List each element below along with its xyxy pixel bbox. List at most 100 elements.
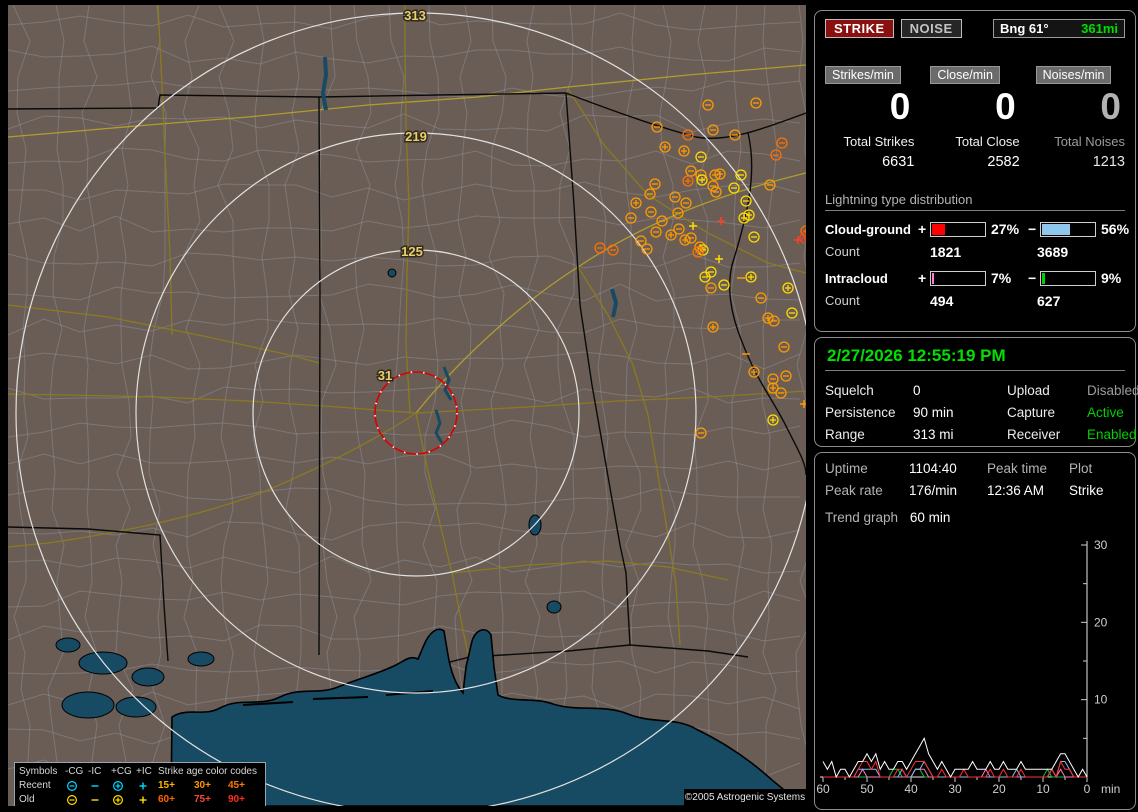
peak-time-value: 12:36 AM xyxy=(987,483,1045,498)
svg-text:0: 0 xyxy=(1084,782,1091,796)
strikes-column: Strikes/min 0 Total Strikes 6631 xyxy=(825,66,914,170)
side-panel: STRIKE NOISE Bng 61° 361mi Strikes/min 0… xyxy=(814,0,1138,812)
legend-row-recent: Recent xyxy=(19,780,51,791)
strike-marker xyxy=(649,178,661,190)
close-per-min-label[interactable]: Close/min xyxy=(930,66,1000,84)
strike-marker xyxy=(767,382,779,394)
ic-pos-percent: 7% xyxy=(991,270,1012,286)
strike-marker xyxy=(644,188,656,200)
strike-marker xyxy=(782,282,794,294)
legend-col-cg-pos: +CG xyxy=(111,766,132,777)
trend-graph-label: Trend graph xyxy=(825,510,899,525)
strikes-per-min-value: 0 xyxy=(889,86,911,127)
noises-per-min-value: 0 xyxy=(1100,86,1121,127)
strike-marker xyxy=(710,186,722,198)
capture-label: Capture xyxy=(1007,405,1056,420)
ring-label-31: 31 xyxy=(378,368,392,383)
persistence-value: 90 min xyxy=(913,405,954,420)
svg-text:50: 50 xyxy=(860,782,874,796)
receiver-label: Receiver xyxy=(1007,427,1061,442)
cg-neg-count: 3689 xyxy=(1037,244,1069,260)
strike-marker xyxy=(715,255,723,263)
trend-graph: 30 20 10 60 50 40 30 20 10 0 min xyxy=(816,538,1120,796)
strike-marker xyxy=(630,197,642,209)
plot-mode-value: Strike xyxy=(1069,483,1104,498)
strike-marker xyxy=(607,244,619,256)
strike-marker xyxy=(669,191,681,203)
state-borders-layer xyxy=(8,92,806,666)
strike-marker xyxy=(707,321,719,333)
age-code-75: 75+ xyxy=(194,794,211,805)
svg-text:10: 10 xyxy=(1094,693,1108,707)
rivers xyxy=(320,56,619,444)
svg-text:30: 30 xyxy=(948,782,962,796)
strike-marker xyxy=(705,282,717,294)
count-label: Count xyxy=(825,293,860,308)
strike-marker xyxy=(656,215,668,227)
strike-marker xyxy=(685,232,697,244)
uptime-grid: Uptime 1104:40 Peak time Plot Peak rate … xyxy=(825,461,1125,498)
age-code-45: 45+ xyxy=(228,780,245,791)
svg-text:10: 10 xyxy=(1036,782,1050,796)
upload-state: Disabled xyxy=(1087,383,1138,398)
map-legend: Symbols -CG -IC +CG +IC Strike age color… xyxy=(14,762,266,806)
strike-marker xyxy=(702,99,714,111)
total-noises-label: Total Noises xyxy=(1054,134,1125,149)
cloud-ground-label: Cloud-ground xyxy=(825,221,911,237)
strike-marker xyxy=(718,279,730,291)
upload-label: Upload xyxy=(1007,383,1050,398)
strike-marker xyxy=(735,169,747,181)
water-layer xyxy=(55,56,804,806)
svg-text:30: 30 xyxy=(1094,538,1108,552)
ic-neg-bar xyxy=(1040,270,1096,286)
svg-text:min: min xyxy=(1101,782,1120,796)
ic-pos-count: 494 xyxy=(930,293,954,309)
age-code-30: 30+ xyxy=(194,780,211,791)
roads-layer xyxy=(8,5,806,664)
strike-marker xyxy=(714,168,726,180)
peak-time-label: Peak time xyxy=(987,461,1048,476)
strike-marker xyxy=(767,414,779,426)
ring-label-125: 125 xyxy=(401,244,423,259)
strike-marker xyxy=(641,243,653,255)
age-code-60: 60+ xyxy=(158,794,175,805)
plot-label: Plot xyxy=(1069,461,1093,476)
strike-marker xyxy=(745,271,757,283)
plus-sign: + xyxy=(918,270,927,286)
strike-marker xyxy=(776,137,788,149)
strike-button[interactable]: STRIKE xyxy=(825,19,894,38)
svg-text:20: 20 xyxy=(1094,615,1108,629)
strike-marker xyxy=(755,292,767,304)
strike-marker xyxy=(672,207,684,219)
legend-age-title: Strike age color codes xyxy=(158,766,257,777)
cloud-ground-counts: Count 1821 3689 xyxy=(825,244,1125,260)
total-close-label: Total Close xyxy=(955,134,1020,149)
legend-col-ic-pos: +IC xyxy=(136,766,152,777)
strike-marker xyxy=(717,217,725,225)
minus-icon xyxy=(91,785,99,787)
noises-per-min-label[interactable]: Noises/min xyxy=(1035,66,1112,84)
squelch-value: 0 xyxy=(913,383,921,398)
noise-button[interactable]: NOISE xyxy=(900,19,962,38)
circle-plus-icon xyxy=(112,794,124,806)
strikes-per-min-label[interactable]: Strikes/min xyxy=(825,66,901,84)
strike-marker xyxy=(707,180,719,192)
cloud-ground-row: Cloud-ground + 27% − 56% xyxy=(825,221,1129,237)
plus-sign: + xyxy=(918,221,927,237)
age-code-15: 15+ xyxy=(158,780,175,791)
stats-section: STRIKE NOISE Bng 61° 361mi Strikes/min 0… xyxy=(814,10,1136,332)
strike-marker xyxy=(800,400,806,408)
total-strikes-label: Total Strikes xyxy=(843,134,915,149)
legend-col-cg-neg: -CG xyxy=(65,766,84,777)
strike-marker xyxy=(692,246,704,258)
lakes xyxy=(55,268,562,719)
map-canvas: 313 219 125 31 xyxy=(8,5,806,806)
strike-marker xyxy=(750,97,762,109)
close-column: Close/min 0 Total Close 2582 xyxy=(930,66,1020,170)
range-value: 313 mi xyxy=(913,427,954,442)
ring-label-313: 313 xyxy=(404,8,426,23)
strike-marker xyxy=(775,387,787,399)
strike-marker xyxy=(770,149,782,161)
minus-sign: − xyxy=(1028,270,1037,286)
